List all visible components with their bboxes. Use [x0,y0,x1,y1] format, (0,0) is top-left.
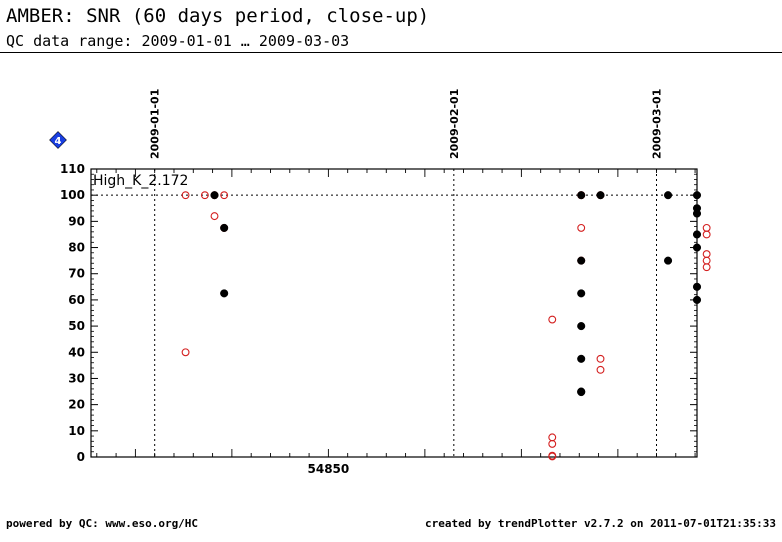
data-point-filled [664,256,673,265]
data-point-open [181,191,190,200]
data-point-filled [210,191,219,200]
data-point-filled [220,223,229,232]
data-point-open [577,223,586,232]
y-tick-label: 50 [68,319,85,333]
data-point-open [702,223,711,232]
data-point-filled [692,243,702,252]
data-point-open [210,212,219,221]
data-point-filled [664,191,673,200]
data-point-filled [692,282,702,291]
data-point-filled [596,191,605,200]
data-point-open [181,348,190,357]
x-tick-label: 54850 [308,462,350,476]
data-point-filled [577,354,586,363]
data-point-filled [692,209,702,218]
y-tick-label: 110 [60,162,85,176]
data-point-filled [220,289,229,298]
data-point-open [548,315,557,324]
data-point-filled [692,295,702,304]
date-marker-label: 2009-02-01 [448,89,461,159]
plot-frame [90,168,698,458]
y-tick-label: 100 [60,188,85,202]
y-tick-label: 0 [77,450,85,464]
data-point-filled [577,256,586,265]
footer-created-by: created by trendPlotter v2.7.2 on 2011-0… [425,517,776,530]
y-tick-label: 40 [68,345,85,359]
y-tick-label: 30 [68,371,85,385]
info-badge-icon [49,131,67,149]
data-point-open [702,230,711,239]
date-marker-label: 2009-03-01 [651,89,664,159]
footer-powered-by: powered by QC: www.eso.org/HC [6,517,199,530]
chart-subtitle: QC data range: 2009-01-01 … 2009-03-03 [6,32,350,50]
panel-label: High_K_2.172 [93,173,188,189]
y-tick-label: 80 [68,241,85,255]
y-tick-label: 60 [68,293,85,307]
data-point-filled [577,289,586,298]
header-divider [0,52,782,53]
y-tick-label: 10 [68,424,85,438]
data-point-open [548,433,557,442]
data-point-open [596,365,605,374]
data-point-filled [692,191,702,200]
data-point-open [702,256,711,265]
y-tick-label: 70 [68,267,85,281]
data-point-open [220,191,229,200]
data-point-open [702,263,711,272]
data-point-open [548,452,557,461]
info-badge-label: 4 [55,136,62,147]
y-tick-label: 20 [68,398,85,412]
data-point-open [702,250,711,259]
data-point-filled [577,388,586,397]
data-point-filled [692,230,702,239]
data-point-open [548,439,557,448]
data-point-open [200,191,209,200]
chart-title: AMBER: SNR (60 days period, close-up) [6,5,430,27]
data-point-filled [577,322,586,331]
data-point-open [596,354,605,363]
date-marker-label: 2009-01-01 [149,89,162,159]
y-tick-label: 90 [68,214,85,228]
data-point-filled [577,191,586,200]
